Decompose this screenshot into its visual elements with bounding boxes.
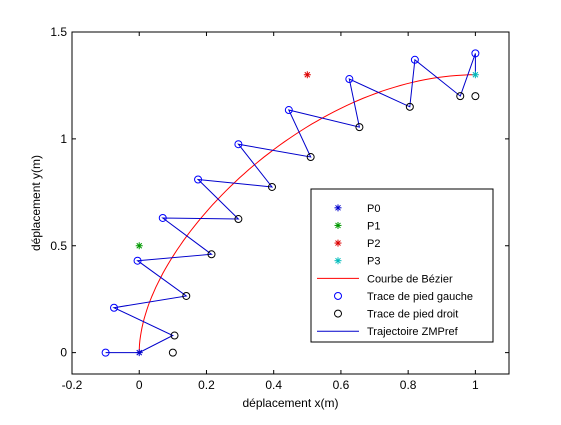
left-foot-point [110, 303, 119, 312]
y-tick-label: 0.5 [50, 239, 67, 253]
legend-marker [334, 291, 342, 300]
left-foot-point [234, 140, 243, 149]
left-foot-point [158, 213, 167, 222]
right-foot-point [182, 291, 191, 300]
legend-marker [334, 239, 342, 247]
x-tick-label: 0.6 [333, 378, 350, 392]
axes-box [71, 31, 510, 375]
control-point-p1 [135, 242, 143, 250]
x-tick-label: 0 [136, 378, 143, 392]
right-foot-point [306, 153, 315, 162]
right-foot-point [207, 250, 216, 259]
legend-label: Trace de pied droit [367, 309, 458, 321]
left-foot-point [410, 55, 419, 64]
control-point-p0 [135, 349, 143, 357]
y-tick-label: 1 [60, 132, 67, 146]
bezier-curve [138, 74, 476, 353]
legend-label: P0 [367, 203, 380, 215]
x-tick-label: 0.2 [198, 378, 215, 392]
legend-box [310, 188, 494, 343]
right-foot-point [456, 92, 465, 101]
y-tick-label: 0 [60, 346, 67, 360]
right-foot-point [405, 102, 414, 111]
right-foot-point [355, 123, 364, 132]
right-foot-point [268, 182, 277, 191]
legend-label: P3 [367, 256, 380, 268]
left-foot-point [345, 75, 354, 84]
x-tick-label: 0.8 [400, 378, 417, 392]
legend-label: P1 [367, 220, 380, 232]
x-axis-label: déplacement x(m) [242, 396, 338, 410]
y-axis-label: déplacement y(m) [29, 155, 43, 251]
right-foot-point [234, 215, 243, 224]
left-foot-point [101, 348, 110, 357]
legend-label: Courbe de Bézier [367, 273, 453, 285]
axes: -0.2 0 0.2 0.4 0.6 0.8 1 0 0.5 1 1.5 [50, 25, 510, 392]
legend-label: Trace de pied gauche [367, 291, 473, 303]
control-point-p3 [471, 71, 479, 79]
left-foot-point [133, 256, 142, 265]
left-foot-point [284, 106, 293, 115]
right-foot-point [168, 348, 177, 357]
y-tick-label: 1.5 [50, 25, 67, 39]
left-foot-point [471, 49, 480, 58]
data-layer [101, 49, 480, 357]
legend-marker [334, 309, 342, 318]
legend-marker [334, 221, 342, 229]
legend-marker [334, 204, 342, 212]
x-tick-label: -0.2 [62, 378, 83, 392]
legend-label: Trajectoire ZMPref [367, 326, 459, 338]
legend: P0 P1 P2 P3 Courbe de Bézier Trace de pied ga… [310, 188, 494, 343]
x-tick-label: 0.4 [265, 378, 282, 392]
legend-marker [334, 257, 342, 265]
right-foot-point [170, 331, 179, 340]
left-foot-point [194, 175, 203, 184]
right-foot-point [471, 92, 480, 101]
zmp-trajectory-line [105, 53, 476, 354]
legend-label: P2 [367, 238, 380, 250]
x-tick-label: 1 [472, 378, 479, 392]
control-point-p2 [303, 71, 311, 79]
